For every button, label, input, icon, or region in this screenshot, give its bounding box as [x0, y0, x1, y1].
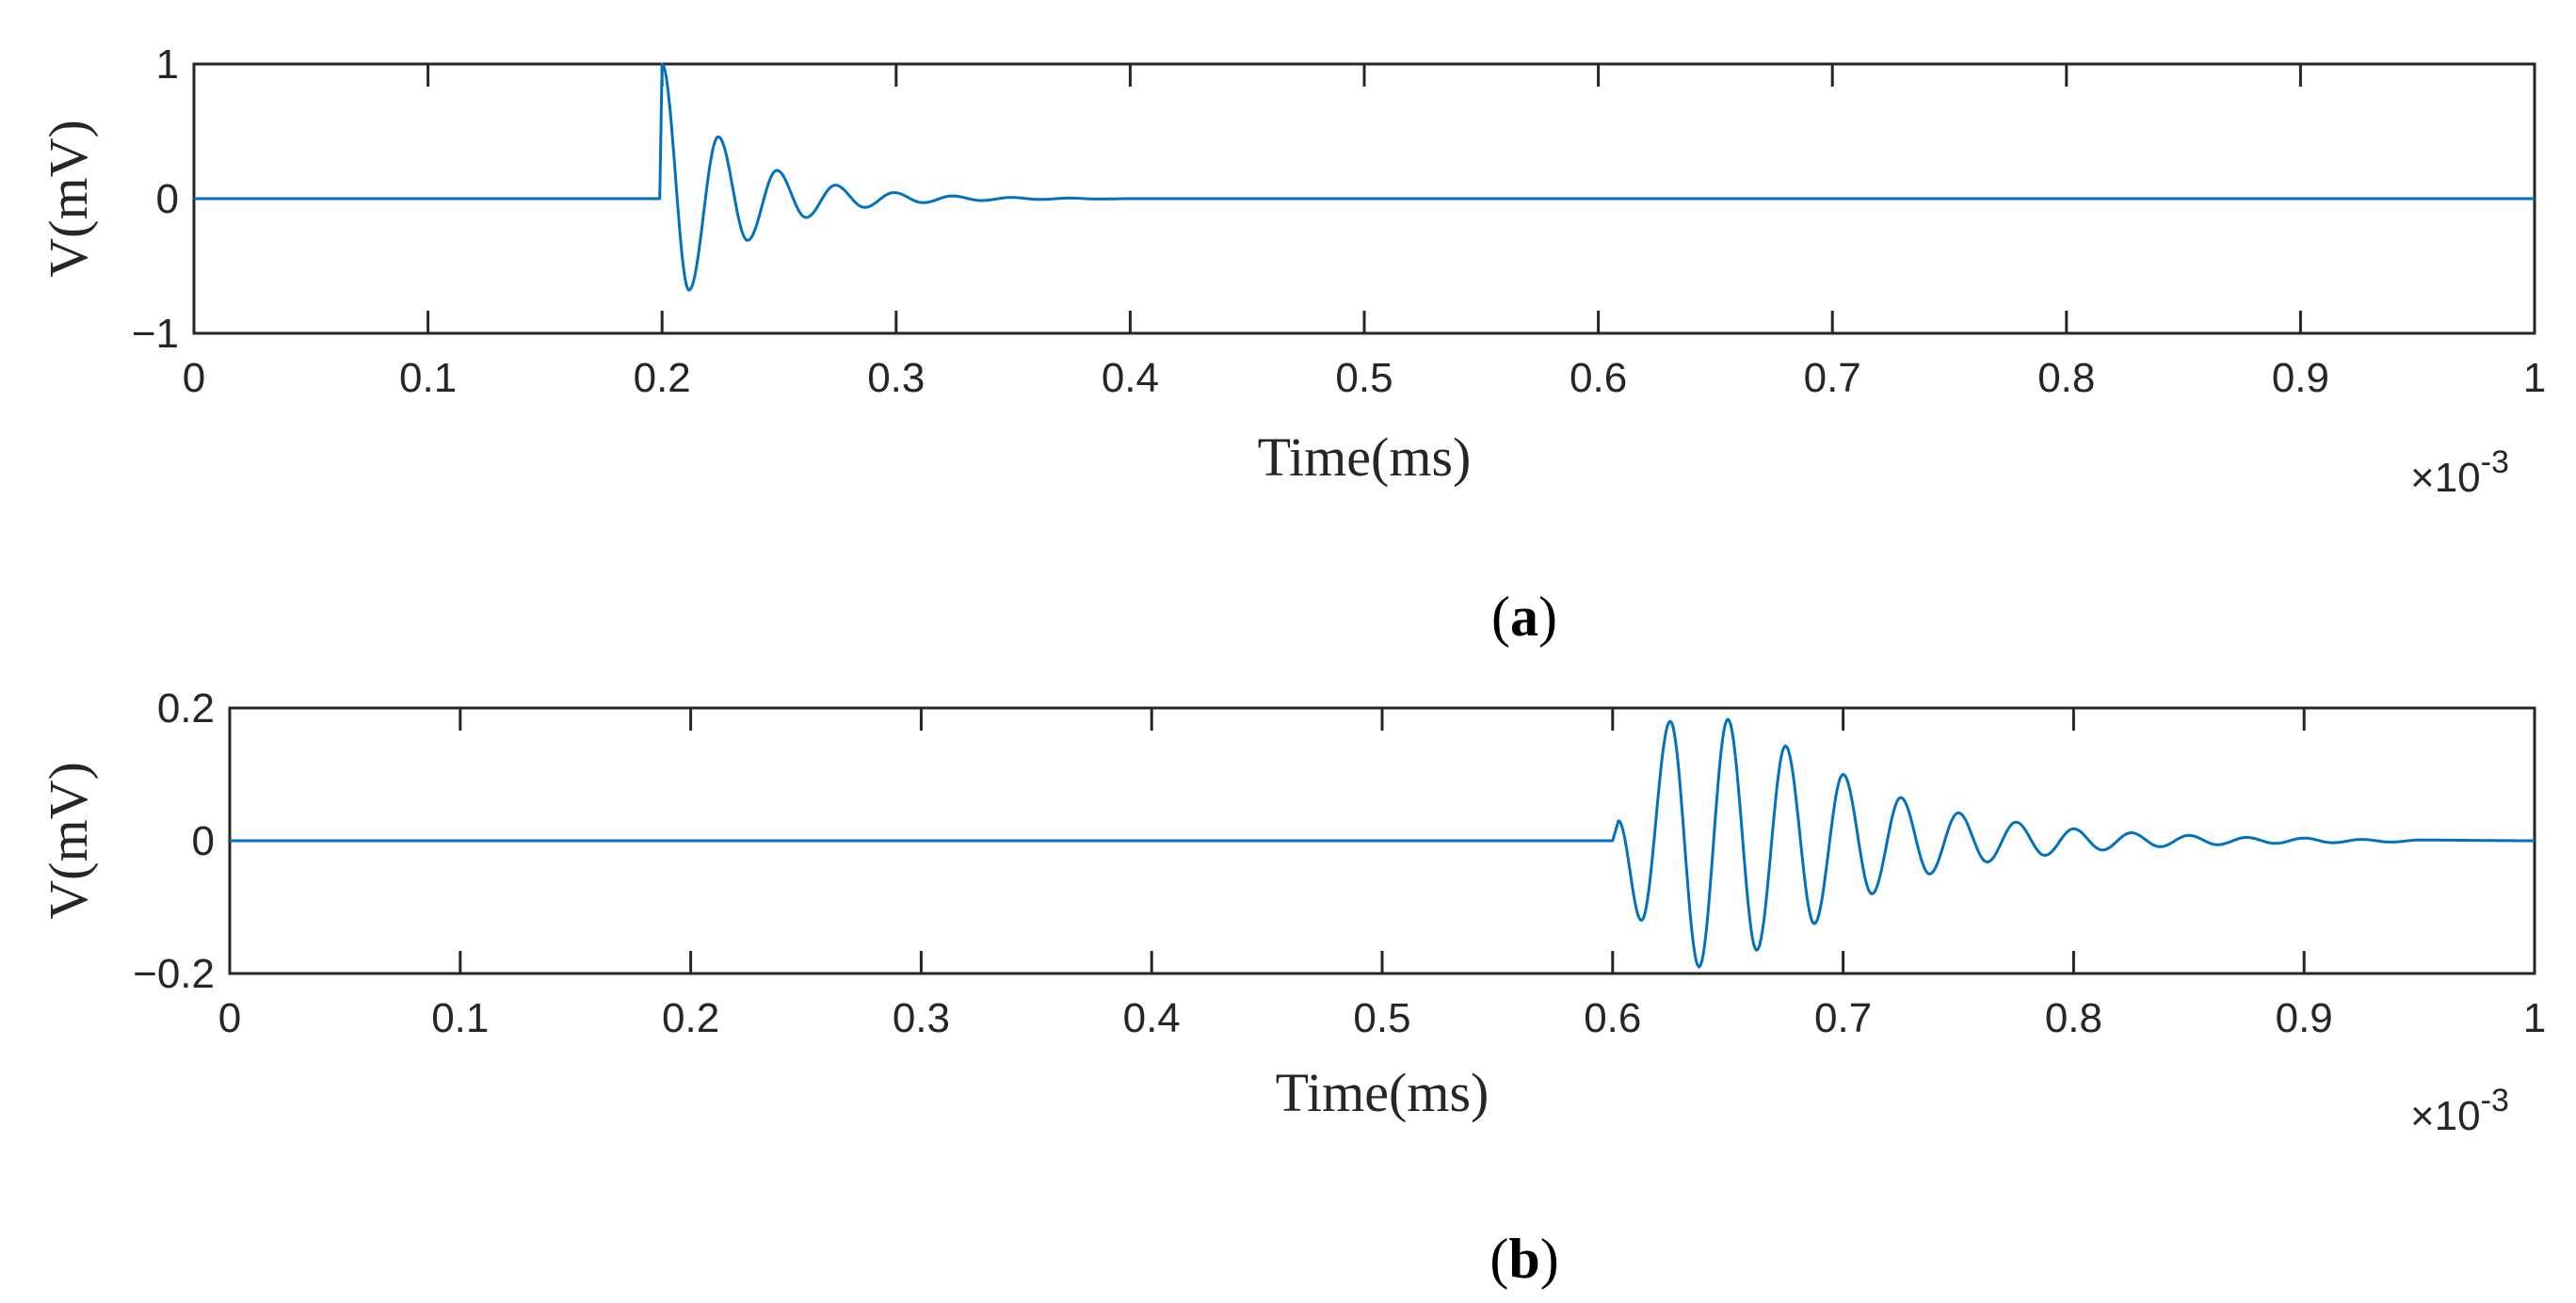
x-multiplier-a: ×10-3 — [2410, 444, 2509, 501]
series-line-b — [230, 717, 2535, 969]
x-tick-label-a-2: 0.2 — [634, 355, 691, 401]
x-tick-label-a-7: 0.7 — [1804, 355, 1861, 401]
x-tick-label-b-2: 0.2 — [662, 995, 719, 1041]
x-tick-label-a-3: 0.3 — [867, 355, 925, 401]
panel-a: 0 0.1 0.2 0.3 0.4 0.5 0.6 0.7 0.8 0.9 1 −101 Time(… — [38, 41, 2546, 648]
x-tick-label-b-7: 0.7 — [1814, 995, 1872, 1041]
x-multiplier-exponent-a: -3 — [2481, 444, 2509, 480]
caption-letter-b: b — [1508, 1228, 1539, 1290]
xticks-a: 0 0.1 0.2 0.3 0.4 0.5 0.6 0.7 0.8 0.9 1 — [183, 64, 2546, 401]
x-multiplier-exponent-b: -3 — [2481, 1083, 2509, 1118]
x-tick-label-b-4: 0.4 — [1123, 995, 1181, 1041]
x-tick-label-a-6: 0.6 — [1570, 355, 1627, 401]
y-tick-label-a-0: −1 — [132, 311, 179, 357]
y-tick-label-b-2: 0.2 — [157, 685, 215, 732]
y-tick-label-a-2: 1 — [156, 41, 179, 88]
x-tick-label-b-9: 0.9 — [2276, 995, 2333, 1041]
x-tick-label-b-5: 0.5 — [1353, 995, 1410, 1041]
caption-letter-a: a — [1510, 586, 1538, 648]
x-tick-label-a-8: 0.8 — [2037, 355, 2095, 401]
x-tick-label-b-6: 0.6 — [1584, 995, 1641, 1041]
caption-close-b: ) — [1540, 1228, 1559, 1290]
y-tick-label-b-1: 0 — [192, 818, 215, 864]
caption-open-a: ( — [1491, 586, 1510, 648]
series-line-a — [194, 62, 2535, 292]
x-tick-label-b-8: 0.8 — [2045, 995, 2102, 1041]
y-tick-label-b-0: −0.2 — [133, 951, 215, 997]
x-multiplier-base-a: ×10 — [2410, 455, 2481, 501]
x-tick-label-a-10: 1 — [2523, 355, 2546, 401]
x-tick-label-b-3: 0.3 — [893, 995, 950, 1041]
x-tick-label-b-0: 0 — [218, 995, 241, 1041]
y-axis-label-a: V(mV) — [38, 120, 99, 278]
y-axis-label-b: V(mV) — [38, 762, 99, 920]
panel-caption-a: (a) — [1491, 586, 1557, 648]
x-tick-label-a-9: 0.9 — [2272, 355, 2329, 401]
x-tick-label-b-10: 1 — [2523, 995, 2546, 1041]
x-axis-label-b: Time(ms) — [1276, 1062, 1489, 1123]
y-tick-label-a-1: 0 — [156, 176, 179, 222]
caption-close-a: ) — [1538, 586, 1557, 648]
x-tick-label-a-5: 0.5 — [1335, 355, 1393, 401]
x-multiplier-b: ×10-3 — [2410, 1083, 2509, 1139]
x-tick-label-a-4: 0.4 — [1102, 355, 1159, 401]
panel-caption-b: (b) — [1489, 1228, 1558, 1290]
x-axis-label-a: Time(ms) — [1258, 426, 1472, 488]
x-tick-label-a-0: 0 — [183, 355, 205, 401]
yticks-b: −0.2 0 0.2 — [133, 685, 2535, 997]
caption-open-b: ( — [1489, 1228, 1508, 1290]
x-multiplier-base-b: ×10 — [2410, 1093, 2481, 1139]
panel-b: 0 0.1 0.2 0.3 0.4 0.5 0.6 0.7 0.8 0.9 1 −0.200.2 T… — [38, 685, 2546, 1290]
xticks-b: 0 0.1 0.2 0.3 0.4 0.5 0.6 0.7 0.8 0.9 1 — [218, 708, 2546, 1041]
x-tick-label-b-1: 0.1 — [431, 995, 489, 1041]
x-tick-label-a-1: 0.1 — [399, 355, 457, 401]
